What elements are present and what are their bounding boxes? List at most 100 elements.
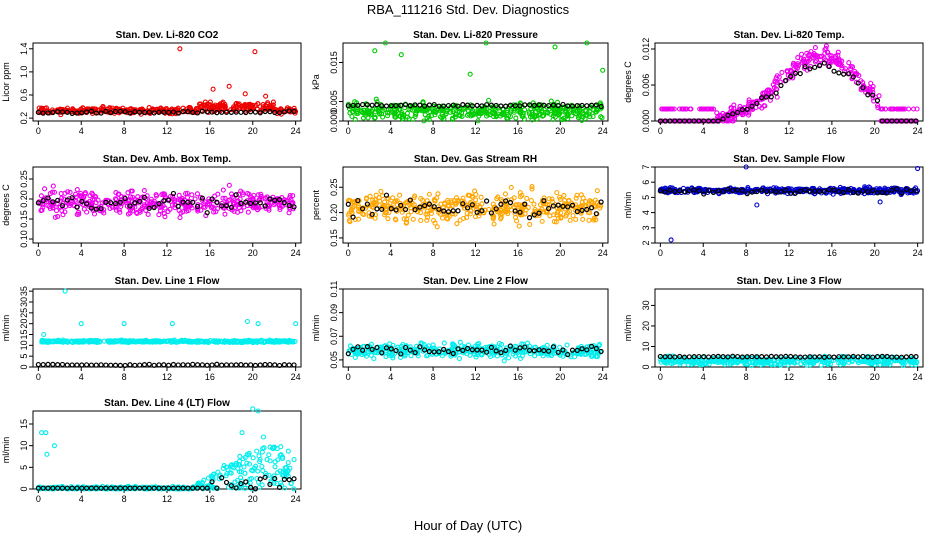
data-point: [736, 359, 742, 365]
x-tick-label: 12: [162, 248, 172, 258]
data-point: [846, 60, 852, 66]
data-point: [100, 200, 106, 206]
summary-point: [778, 189, 784, 195]
y-tick-label: 0.05: [329, 351, 339, 369]
summary-point: [469, 103, 475, 109]
summary-point: [272, 362, 278, 368]
summary-point: [79, 362, 85, 368]
summary-point: [233, 109, 239, 115]
data-point: [412, 193, 418, 199]
summary-point: [546, 348, 552, 354]
data-point: [286, 210, 292, 216]
data-point: [248, 103, 254, 109]
summary-point: [398, 202, 404, 208]
data-point: [506, 355, 512, 361]
x-tick-label: 12: [162, 494, 172, 504]
summary-point: [369, 346, 375, 352]
summary-point: [436, 349, 442, 355]
summary-point: [778, 354, 784, 360]
data-point: [51, 443, 57, 449]
data-point: [237, 453, 243, 459]
summary-point: [50, 199, 56, 205]
data-point: [169, 338, 175, 344]
summary-point: [209, 109, 215, 115]
x-tick-label: 20: [555, 248, 565, 258]
data-point: [198, 203, 204, 209]
summary-point: [816, 354, 823, 360]
data-point: [184, 106, 190, 112]
plot-frame: [654, 166, 924, 244]
data-point: [761, 103, 767, 109]
data-point: [839, 58, 845, 64]
y-tick-label: 25: [19, 308, 29, 318]
summary-point: [364, 102, 370, 108]
summary-point: [122, 109, 128, 115]
summary-point: [850, 74, 856, 80]
summary-point: [588, 343, 595, 349]
summary-point: [64, 362, 70, 368]
summary-point: [161, 109, 167, 115]
summary-point: [593, 102, 599, 108]
summary-point: [821, 354, 827, 360]
data-point: [586, 111, 592, 117]
summary-point: [831, 68, 837, 74]
data-point: [836, 360, 842, 366]
summary-point: [252, 362, 259, 368]
x-tick-label: 8: [122, 494, 127, 504]
data-point: [422, 112, 428, 118]
summary-point: [677, 353, 683, 360]
data-point: [145, 211, 151, 217]
summary-point: [874, 353, 881, 360]
summary-point: [262, 203, 268, 209]
data-point: [193, 339, 199, 345]
data-point: [39, 339, 45, 345]
data-point: [582, 199, 589, 205]
summary-point: [151, 110, 157, 116]
data-point: [280, 338, 286, 344]
data-point: [228, 191, 235, 197]
summary-point: [908, 353, 914, 360]
data-point: [580, 216, 586, 222]
data-point: [434, 224, 440, 230]
data-point: [211, 103, 217, 109]
y-tick-label: 2: [641, 240, 651, 245]
summary-point: [555, 349, 561, 355]
data-point: [255, 468, 261, 474]
y-tick-label: 20: [19, 319, 29, 329]
summary-point: [185, 199, 191, 205]
x-tick-label: 12: [470, 372, 480, 382]
summary-point: [79, 198, 85, 205]
data-point: [195, 207, 201, 213]
summary-point: [894, 354, 900, 360]
summary-point: [252, 200, 259, 206]
data-point: [660, 106, 666, 112]
data-point: [404, 110, 411, 116]
summary-point: [141, 109, 148, 116]
data-point: [254, 476, 260, 482]
y-axis-label: ml/min: [623, 315, 633, 342]
summary-point: [493, 348, 499, 354]
data-point: [260, 434, 267, 440]
summary-point: [74, 204, 80, 210]
data-point: [495, 194, 501, 200]
data-point: [392, 216, 398, 222]
panel-title: Stan. Dev. Amb. Box Temp.: [103, 154, 231, 165]
data-point: [183, 191, 189, 197]
data-point: [380, 114, 386, 120]
summary-point: [488, 102, 494, 108]
x-tick-label: 12: [162, 126, 172, 136]
data-point: [42, 186, 48, 192]
data-point: [584, 40, 590, 46]
x-tick-label: 4: [388, 126, 393, 136]
summary-point: [88, 205, 95, 211]
data-point: [228, 470, 234, 476]
summary-point: [593, 211, 599, 217]
data-point: [278, 480, 284, 486]
data-point: [258, 193, 264, 200]
data-point: [537, 202, 544, 208]
data-point: [350, 106, 356, 112]
data-point: [878, 106, 884, 112]
data-point: [433, 109, 439, 115]
